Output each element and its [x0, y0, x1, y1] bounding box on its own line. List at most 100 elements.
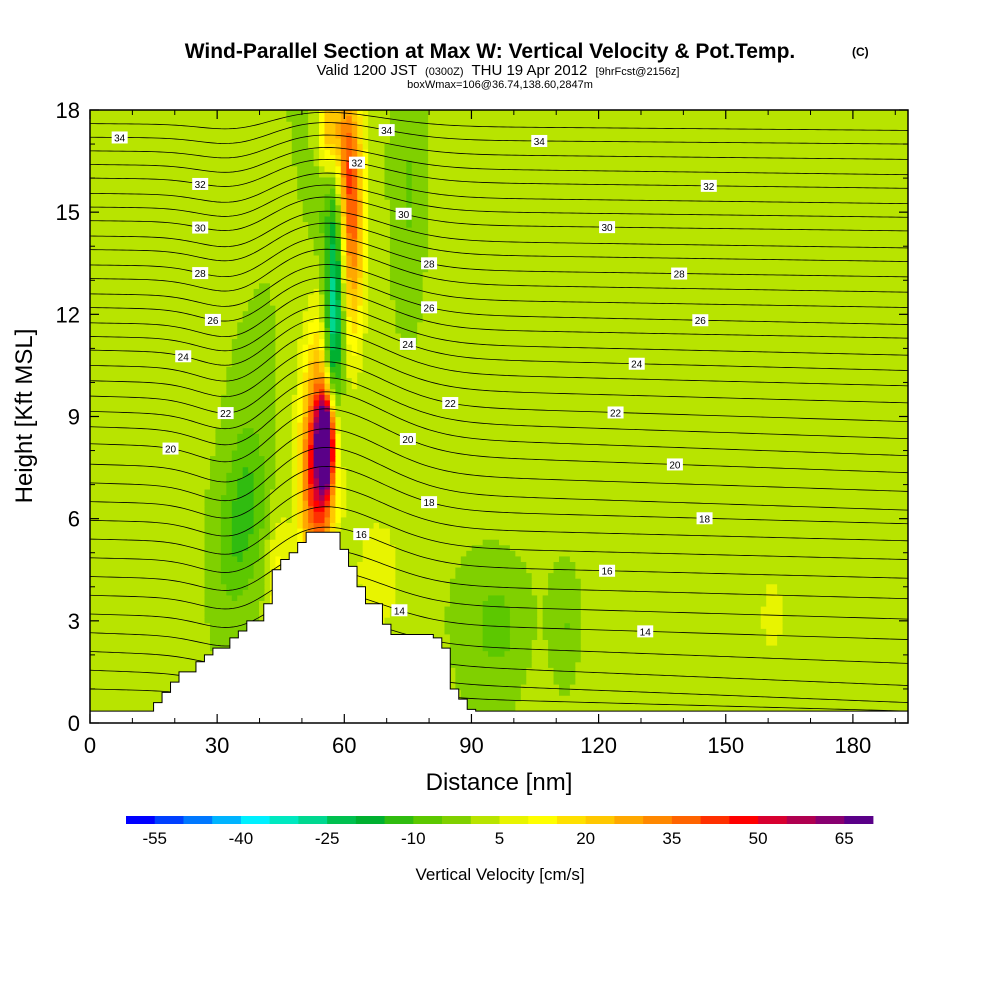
w-cell — [335, 310, 342, 317]
w-cell — [220, 578, 249, 585]
w-cell — [297, 176, 336, 184]
w-cell — [90, 683, 227, 691]
w-cell — [357, 165, 364, 172]
w-cell — [368, 143, 386, 150]
w-cell — [231, 539, 249, 546]
w-cell — [204, 527, 222, 535]
w-cell — [313, 466, 320, 473]
theta-contour — [90, 317, 908, 371]
w-cell — [346, 171, 353, 178]
w-cell — [346, 332, 364, 340]
w-cell — [308, 449, 315, 457]
w-cell — [760, 611, 784, 618]
w-cell — [90, 115, 287, 122]
w-cell — [362, 594, 396, 601]
w-cell — [308, 126, 320, 133]
w-cell — [777, 589, 908, 596]
w-cell — [449, 644, 484, 652]
w-cell — [308, 338, 315, 345]
colorbar-swatch — [499, 816, 529, 824]
w-cell — [368, 193, 386, 200]
w-cell — [368, 293, 391, 301]
w-cell — [308, 366, 315, 373]
w-cell — [357, 243, 364, 250]
w-cell — [297, 472, 304, 479]
w-cell — [259, 449, 277, 457]
w-cell — [313, 371, 326, 379]
w-cell — [313, 461, 331, 468]
w-cell — [308, 115, 320, 122]
w-cell — [777, 583, 908, 590]
w-cell — [335, 444, 342, 451]
w-cell — [346, 254, 353, 262]
w-cell — [90, 299, 249, 306]
w-cell — [346, 149, 353, 156]
w-cell — [226, 472, 244, 479]
w-cell — [275, 427, 293, 434]
w-cell — [324, 115, 342, 122]
w-cell — [482, 605, 511, 613]
w-cell — [269, 516, 282, 523]
w-cell — [264, 572, 271, 579]
w-cell — [90, 188, 298, 195]
w-cell — [242, 472, 255, 479]
w-cell — [313, 249, 326, 256]
w-cell — [340, 143, 347, 150]
w-cell — [253, 483, 266, 490]
y-tick-label: 6 — [68, 507, 80, 532]
w-cell — [269, 494, 293, 501]
w-cell — [253, 427, 277, 434]
contour-label: 24 — [399, 337, 416, 351]
w-cell — [226, 383, 277, 390]
w-cell — [335, 143, 342, 150]
colorbar-swatch — [643, 816, 673, 824]
w-cell — [90, 316, 244, 323]
w-cell — [291, 433, 298, 440]
w-cell — [204, 494, 222, 501]
theta-contour — [90, 122, 908, 145]
w-cell — [324, 355, 331, 362]
w-cell — [275, 433, 293, 440]
w-cell — [340, 227, 347, 234]
w-cell — [313, 422, 320, 429]
w-cell — [308, 410, 315, 418]
w-cell — [302, 344, 309, 351]
w-cell — [90, 644, 211, 652]
contour-label: 30 — [599, 221, 616, 234]
theta-contour — [90, 391, 908, 457]
w-cell — [488, 650, 506, 657]
w-cell — [329, 254, 336, 262]
w-cell — [302, 360, 309, 367]
w-cell — [335, 316, 342, 323]
w-cell — [357, 572, 396, 579]
w-cell — [231, 461, 266, 468]
w-cell — [389, 277, 424, 284]
w-cell — [335, 149, 342, 156]
w-cell — [319, 165, 326, 172]
w-cell — [362, 221, 369, 228]
w-cell — [297, 505, 304, 512]
w-cell — [264, 539, 271, 546]
w-cell — [291, 126, 309, 133]
w-cell — [264, 461, 277, 468]
w-cell — [368, 154, 386, 161]
w-cell — [286, 516, 293, 523]
w-cell — [362, 132, 369, 139]
w-cell — [275, 438, 293, 445]
w-cell — [291, 405, 298, 412]
w-cell — [90, 405, 222, 412]
w-cell — [90, 494, 206, 501]
w-cell — [395, 327, 418, 334]
w-cell — [329, 444, 336, 451]
w-cell — [395, 310, 424, 317]
w-cell — [291, 410, 298, 418]
w-cell — [411, 204, 429, 211]
theta-contour — [90, 111, 908, 131]
w-cell — [308, 422, 315, 429]
w-cell — [444, 617, 484, 624]
w-cell — [90, 589, 206, 596]
w-cell — [90, 288, 255, 295]
w-cell — [346, 238, 358, 245]
w-cell — [346, 327, 353, 334]
